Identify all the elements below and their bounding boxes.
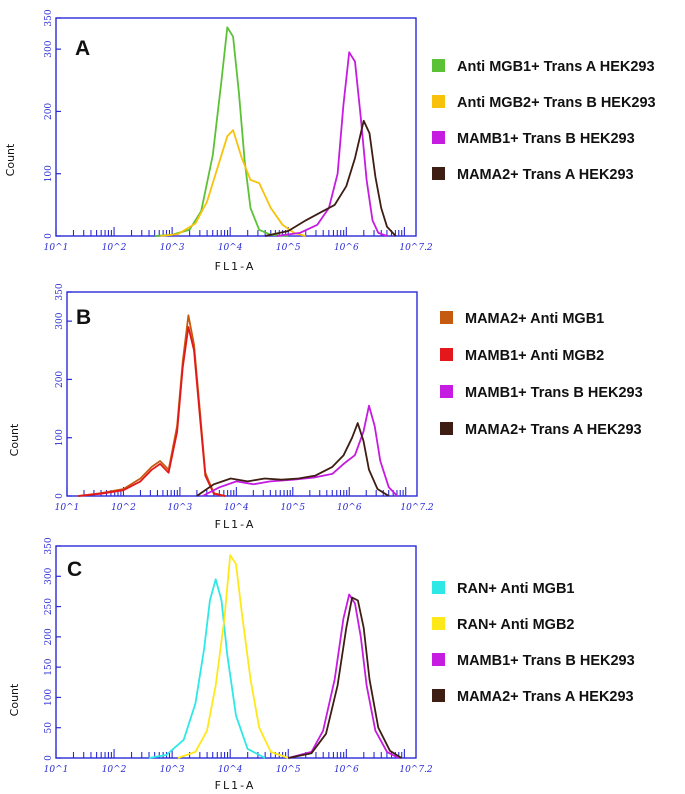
- panel-letter: B: [76, 306, 91, 329]
- series-line: [154, 26, 289, 237]
- x-tick-label: 10^2: [102, 765, 127, 775]
- y-tick-label: 250: [44, 598, 54, 615]
- y-tick-label: 0: [55, 493, 65, 499]
- x-axis-label: FL1-A: [215, 518, 256, 531]
- y-axis-label: Count: [8, 683, 21, 716]
- series-line: [177, 554, 289, 759]
- legend-entry: MAMB1+ Trans B HEK293: [457, 131, 635, 147]
- x-tick-label: 10^1: [44, 765, 69, 775]
- x-tick-label: 10^7.2: [399, 765, 433, 775]
- y-tick-label: 200: [55, 371, 65, 388]
- y-axis-label: Count: [4, 143, 17, 176]
- x-axis-label: FL1-A: [215, 260, 256, 273]
- legend-swatch: [432, 95, 445, 108]
- legend-entry: RAN+ Anti MGB2: [457, 617, 574, 633]
- legend-swatch: [432, 131, 445, 144]
- legend-swatch: [432, 653, 445, 666]
- y-tick-label: 200: [44, 628, 54, 645]
- legend-swatch: [440, 311, 453, 324]
- y-tick-label: 200: [44, 103, 54, 120]
- y-tick-label: 100: [55, 429, 65, 446]
- panel-letter: C: [67, 558, 82, 581]
- series-line: [276, 51, 388, 237]
- legend-swatch: [440, 385, 453, 398]
- series-line: [148, 578, 266, 759]
- x-tick-label: 10^3: [160, 243, 185, 253]
- panel-b: 0 100 200 300 350 10^1 10^2 10^3 10^4 10^5 10^6 10^…: [8, 283, 643, 531]
- legend-swatch: [432, 59, 445, 72]
- legend-swatch: [432, 167, 445, 180]
- panel-a: 0 100 200 300 350 10^1 10^2 10^3 10^4 10^5 10^6 10^…: [4, 9, 656, 273]
- legend-entry: MAMA2+ Trans A HEK293: [465, 422, 642, 438]
- y-tick-label: 0: [44, 755, 54, 761]
- x-tick-label: 10^3: [168, 503, 193, 513]
- x-tick-label: 10^3: [160, 765, 185, 775]
- x-tick-label: 10^1: [44, 243, 69, 253]
- y-tick-label: 350: [44, 9, 54, 26]
- x-tick-label: 10^5: [280, 503, 305, 513]
- x-tick-label: 10^6: [334, 765, 359, 775]
- y-axis-label: Count: [8, 423, 21, 456]
- legend-entry: MAMA2+ Anti MGB1: [465, 311, 604, 327]
- x-tick-label: 10^5: [276, 765, 301, 775]
- plot-frame: [55, 545, 417, 759]
- x-tick-label: 10^4: [224, 503, 249, 513]
- legend-entry: Anti MGB1+ Trans A HEK293: [457, 59, 655, 75]
- y-tick-label: 300: [55, 312, 65, 329]
- x-tick-label: 10^6: [334, 243, 359, 253]
- legend-entry: MAMB1+ Anti MGB2: [465, 348, 604, 364]
- y-tick-label: 350: [44, 537, 54, 554]
- x-tick-label: 10^4: [218, 243, 243, 253]
- legend-swatch: [432, 581, 445, 594]
- x-tick-label: 10^1: [55, 503, 80, 513]
- legend-swatch: [432, 617, 445, 630]
- legend-entry: MAMB1+ Trans B HEK293: [457, 653, 635, 669]
- y-tick-label: 100: [44, 165, 54, 182]
- plot-frame: [55, 17, 417, 237]
- series-line: [288, 596, 402, 759]
- legend-entry: MAMA2+ Trans A HEK293: [457, 689, 634, 705]
- legend: Anti MGB1+ Trans A HEK293 Anti MGB2+ Tran…: [432, 59, 656, 183]
- legend-swatch: [440, 348, 453, 361]
- y-tick-label: 350: [55, 283, 65, 300]
- x-tick-label: 10^4: [218, 765, 243, 775]
- panel-letter: A: [75, 37, 90, 60]
- legend-entry: MAMB1+ Trans B HEK293: [465, 385, 643, 401]
- panel-c: 0 50 100 150 200 250 300 350 10^1 10^2 10^3 10^4 10^…: [8, 537, 635, 792]
- series-line: [264, 119, 397, 237]
- y-tick-label: 300: [44, 567, 54, 584]
- series-line: [202, 404, 398, 497]
- series-line: [78, 326, 226, 497]
- legend: MAMA2+ Anti MGB1 MAMB1+ Anti MGB2 MAMB1+ T…: [440, 311, 643, 438]
- y-tick-label: 150: [44, 658, 54, 675]
- legend-swatch: [440, 422, 453, 435]
- x-tick-label: 10^5: [276, 243, 301, 253]
- legend: RAN+ Anti MGB1 RAN+ Anti MGB2 MAMB1+ Trans…: [432, 581, 635, 705]
- x-tick-label: 10^7.2: [399, 243, 433, 253]
- series-line: [160, 129, 306, 237]
- x-tick-label: 10^7.2: [400, 503, 434, 513]
- y-tick-label: 0: [44, 233, 54, 239]
- x-tick-label: 10^2: [102, 243, 127, 253]
- legend-entry: RAN+ Anti MGB1: [457, 581, 574, 597]
- y-tick-label: 50: [44, 722, 54, 734]
- x-axis-label: FL1-A: [215, 779, 256, 792]
- y-tick-label: 100: [44, 689, 54, 706]
- x-tick-label: 10^2: [111, 503, 136, 513]
- legend-entry: MAMA2+ Trans A HEK293: [457, 167, 634, 183]
- x-tick-label: 10^6: [337, 503, 362, 513]
- y-tick-label: 300: [44, 40, 54, 57]
- legend-entry: Anti MGB2+ Trans B HEK293: [457, 95, 656, 111]
- plot-frame: [66, 291, 418, 497]
- series-line: [196, 422, 390, 497]
- legend-swatch: [432, 689, 445, 702]
